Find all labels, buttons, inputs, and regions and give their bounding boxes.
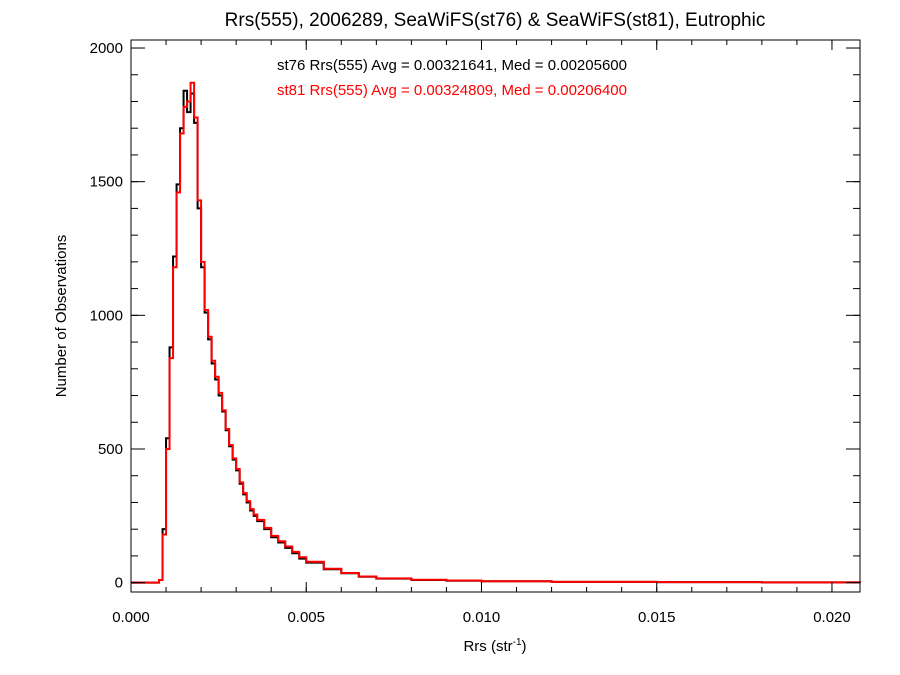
y-tick-label-3: 1500 [90, 174, 123, 191]
ticks-layer: 0.000 0.005 0.010 0.015 0.020 0 500 1000 1500 200… [90, 40, 860, 626]
x-axis-title-close: ) [522, 638, 527, 655]
y-tick-label-1: 500 [98, 441, 123, 458]
x-tick-label-2: 0.010 [463, 609, 501, 626]
series-layer [131, 81, 861, 584]
x-tick-label-4: 0.020 [813, 609, 851, 626]
legend-text-st76: st76 Rrs(555) Avg = 0.00321641, Med = 0.… [277, 57, 627, 74]
x-axis-title-superscript: -1 [513, 637, 522, 648]
y-axis-title: Number of Observations [53, 235, 70, 398]
y-tick-label-2: 1000 [90, 307, 123, 324]
x-tick-label-1: 0.005 [287, 609, 325, 626]
legend-text-st81: st81 Rrs(555) Avg = 0.00324809, Med = 0.… [277, 82, 627, 99]
x-tick-label-3: 0.015 [638, 609, 676, 626]
series-line-1 [131, 81, 861, 584]
x-axis-title: Rrs (str-1) [463, 637, 526, 655]
x-tick-label-0: 0.000 [112, 609, 150, 626]
y-tick-label-4: 2000 [90, 40, 123, 57]
plot-frame [130, 39, 861, 593]
chart-title: Rrs(555), 2006289, SeaWiFS(st76) & SeaWi… [225, 10, 766, 31]
x-axis-title-main: Rrs (str [463, 638, 512, 655]
y-tick-label-0: 0 [115, 575, 123, 592]
